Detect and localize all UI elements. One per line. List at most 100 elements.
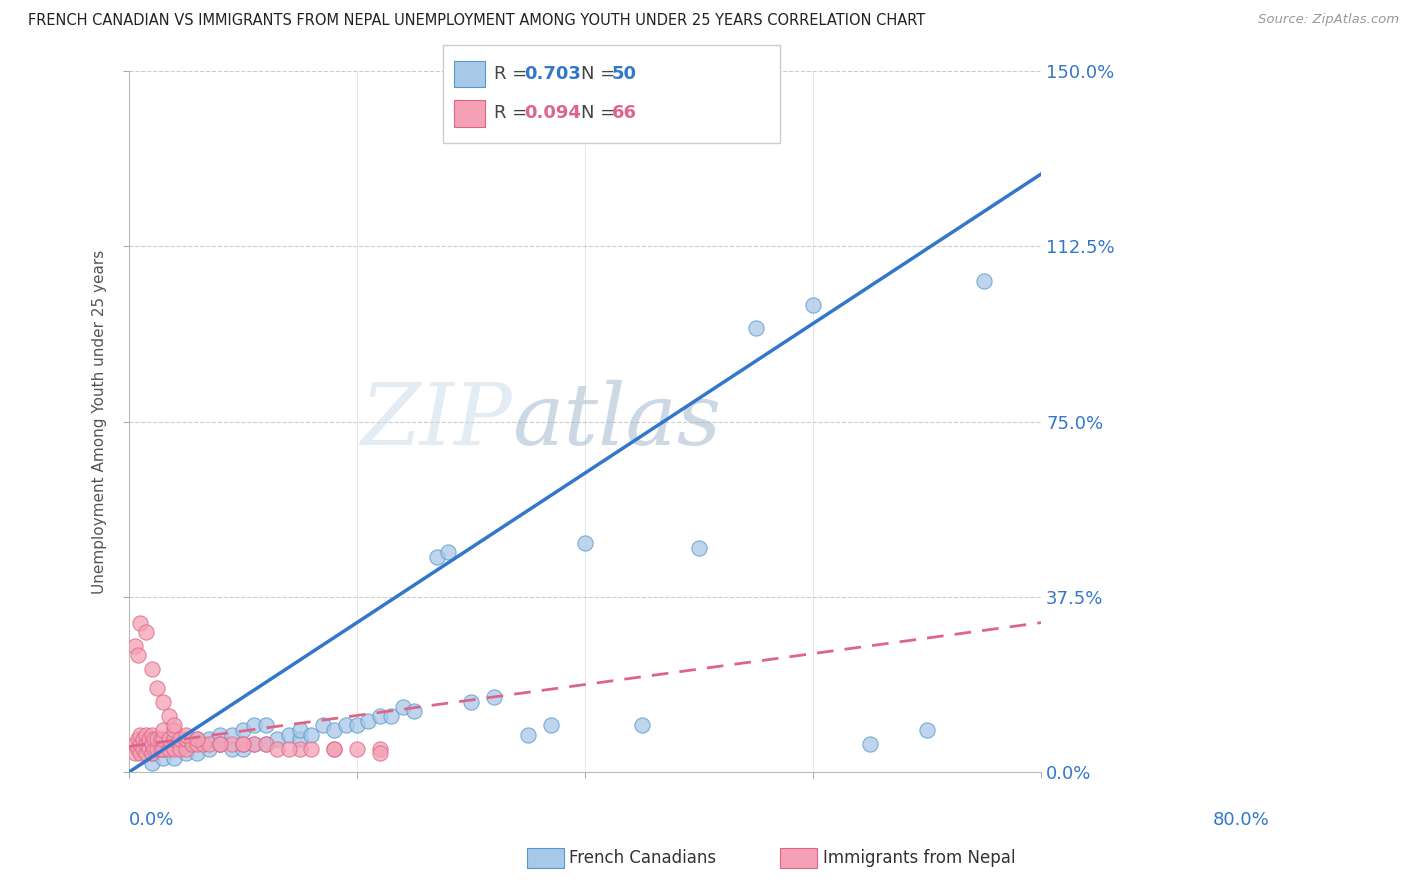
- Point: [391, 699, 413, 714]
- Point: [142, 732, 165, 747]
- Point: [243, 737, 266, 751]
- Point: [163, 732, 186, 747]
- Point: [323, 741, 346, 756]
- Point: [426, 550, 449, 565]
- Point: [163, 741, 186, 756]
- Point: [915, 723, 938, 737]
- Point: [127, 741, 149, 756]
- Text: 0.0%: 0.0%: [129, 811, 174, 829]
- Point: [437, 545, 460, 559]
- Point: [266, 741, 288, 756]
- Point: [517, 728, 540, 742]
- Point: [149, 741, 172, 756]
- Point: [312, 718, 335, 732]
- Point: [129, 615, 152, 630]
- Point: [141, 737, 163, 751]
- Point: [163, 723, 186, 737]
- Text: FRENCH CANADIAN VS IMMIGRANTS FROM NEPAL UNEMPLOYMENT AMONG YOUTH UNDER 25 YEARS: FRENCH CANADIAN VS IMMIGRANTS FROM NEPAL…: [28, 13, 925, 29]
- Point: [169, 732, 191, 747]
- Point: [209, 728, 232, 742]
- Text: R =: R =: [494, 65, 533, 83]
- Point: [180, 737, 202, 751]
- Point: [141, 662, 163, 676]
- Text: 0.703: 0.703: [524, 65, 581, 83]
- Point: [460, 695, 482, 709]
- Text: ZIP: ZIP: [360, 380, 512, 463]
- Point: [299, 728, 322, 742]
- Point: [163, 718, 186, 732]
- Point: [221, 728, 243, 742]
- Point: [191, 737, 214, 751]
- Point: [152, 751, 174, 765]
- Point: [232, 737, 254, 751]
- Point: [209, 737, 232, 751]
- Point: [243, 737, 266, 751]
- Point: [197, 732, 219, 747]
- Point: [124, 747, 146, 761]
- Point: [186, 732, 208, 747]
- Point: [163, 737, 186, 751]
- Point: [169, 741, 191, 756]
- Point: [346, 718, 368, 732]
- Point: [186, 747, 208, 761]
- Point: [631, 718, 654, 732]
- Point: [146, 741, 169, 756]
- Point: [157, 732, 180, 747]
- Point: [129, 747, 152, 761]
- Point: [124, 639, 146, 653]
- Point: [335, 718, 357, 732]
- Text: atlas: atlas: [512, 380, 721, 463]
- Point: [221, 737, 243, 751]
- Point: [232, 723, 254, 737]
- Point: [129, 728, 152, 742]
- Text: Source: ZipAtlas.com: Source: ZipAtlas.com: [1258, 13, 1399, 27]
- Point: [801, 298, 824, 312]
- Point: [346, 741, 368, 756]
- Point: [402, 705, 425, 719]
- Point: [174, 747, 197, 761]
- Point: [152, 723, 174, 737]
- Point: [157, 709, 180, 723]
- Point: [288, 723, 311, 737]
- Point: [131, 732, 153, 747]
- Point: [174, 728, 197, 742]
- Point: [277, 741, 299, 756]
- Point: [142, 741, 165, 756]
- Point: [152, 741, 174, 756]
- Point: [138, 741, 160, 756]
- Y-axis label: Unemployment Among Youth under 25 years: Unemployment Among Youth under 25 years: [93, 250, 107, 594]
- Point: [131, 741, 153, 756]
- Point: [973, 274, 995, 288]
- Point: [380, 709, 402, 723]
- Point: [174, 741, 197, 756]
- Point: [859, 737, 882, 751]
- Point: [186, 732, 208, 747]
- Point: [232, 741, 254, 756]
- Point: [288, 741, 311, 756]
- Point: [368, 747, 391, 761]
- Point: [141, 756, 163, 770]
- Text: R =: R =: [494, 104, 533, 122]
- Point: [146, 732, 169, 747]
- Point: [152, 732, 174, 747]
- Point: [127, 648, 149, 663]
- Point: [368, 741, 391, 756]
- Text: 80.0%: 80.0%: [1212, 811, 1270, 829]
- Point: [482, 690, 505, 705]
- Point: [135, 747, 157, 761]
- Point: [323, 723, 346, 737]
- Point: [540, 718, 562, 732]
- Point: [368, 709, 391, 723]
- Point: [174, 732, 197, 747]
- Point: [688, 541, 710, 555]
- Text: 66: 66: [612, 104, 637, 122]
- Point: [323, 741, 346, 756]
- Point: [197, 737, 219, 751]
- Point: [152, 741, 174, 756]
- Point: [146, 681, 169, 695]
- Point: [277, 728, 299, 742]
- Point: [138, 732, 160, 747]
- Point: [221, 741, 243, 756]
- Point: [254, 737, 277, 751]
- Point: [135, 737, 157, 751]
